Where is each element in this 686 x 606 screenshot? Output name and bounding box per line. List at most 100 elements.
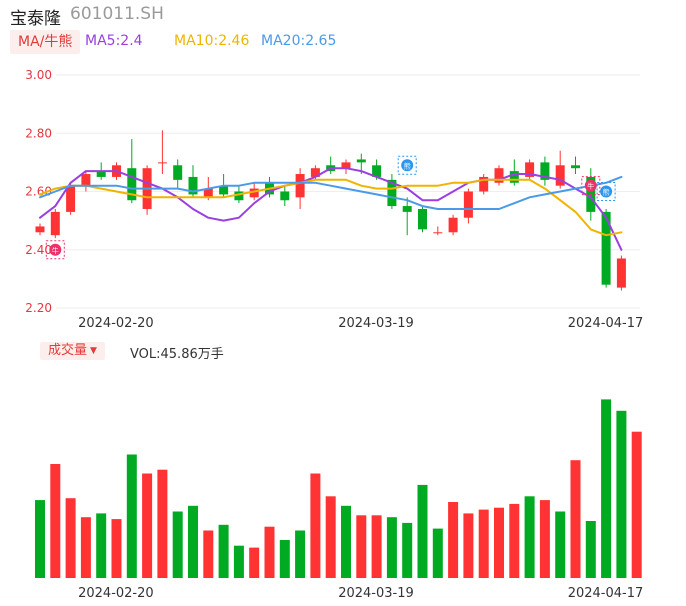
caret-down-icon: ▼	[90, 346, 97, 356]
candle-body	[571, 165, 580, 169]
candle	[601, 208, 611, 288]
volume-bar	[448, 502, 459, 578]
volume-bar	[111, 519, 122, 578]
candle-body	[509, 171, 519, 183]
candle	[433, 226, 443, 236]
volume-bar	[509, 503, 520, 578]
volume-bar	[585, 521, 596, 578]
volume-bar	[402, 522, 413, 578]
ma5-legend: MA5:2.4	[85, 33, 143, 49]
stock-name: 宝泰隆	[10, 9, 61, 29]
candle-body	[387, 179, 397, 207]
candle-body	[280, 191, 290, 201]
volume-bar	[386, 517, 397, 578]
candle-body	[35, 226, 45, 233]
volume-bar	[126, 454, 137, 578]
candle-body	[203, 188, 213, 198]
volume-bar	[35, 500, 45, 578]
volume-bar	[80, 517, 91, 578]
candle	[326, 156, 336, 175]
volume-bar	[494, 507, 504, 578]
volume-value: VOL:45.86万手	[130, 347, 224, 362]
candle-body	[356, 159, 366, 163]
volume-bar	[601, 399, 612, 578]
volume-bar	[478, 509, 489, 578]
candle	[525, 159, 535, 180]
bear-marker: 熊	[397, 155, 417, 175]
marker-glyph: 熊	[404, 161, 411, 170]
candle	[540, 156, 550, 186]
marker-glyph: 牛	[587, 182, 594, 191]
candle-body	[81, 174, 91, 186]
candle-body	[173, 165, 183, 180]
marker-frame	[45, 240, 65, 260]
volume-bar	[50, 464, 61, 578]
candle-body	[127, 168, 137, 201]
candle-body	[249, 188, 259, 198]
candle-body	[234, 191, 244, 201]
volume-indicator-selector[interactable]: 成交量 ▼	[40, 342, 105, 360]
volume-badge-label: 成交量	[48, 343, 88, 358]
marker-glyph: 牛	[52, 246, 59, 255]
candle	[280, 185, 290, 207]
volume-bar	[524, 496, 535, 578]
candle	[50, 208, 60, 239]
volume-bar	[65, 498, 76, 578]
candle	[479, 174, 489, 195]
volume-bar	[188, 505, 198, 578]
volume-bars	[35, 399, 642, 578]
candle-body	[295, 174, 305, 198]
candle	[66, 182, 76, 215]
candle	[448, 214, 458, 236]
candle	[571, 156, 580, 175]
candle-body	[219, 185, 229, 195]
bear-marker: 熊	[596, 182, 616, 201]
bear-icon	[600, 185, 613, 198]
y-tick-label: 3.00	[25, 68, 52, 82]
volume-bar	[356, 515, 367, 578]
candle	[188, 165, 198, 198]
volume-bar	[142, 473, 153, 578]
candle-body	[494, 168, 504, 183]
volume-bar	[310, 473, 321, 578]
moving-average-lines	[39, 167, 623, 251]
volume-bar	[279, 540, 290, 578]
ma20-line	[39, 175, 623, 210]
volume-bar	[264, 526, 275, 578]
candle-body	[540, 162, 550, 180]
bull-marker: 牛	[45, 240, 65, 260]
volume-bar	[157, 469, 168, 578]
candle	[81, 171, 91, 192]
x-tick-label: 2024-02-20	[78, 586, 154, 601]
volume-bar	[218, 524, 229, 578]
volume-bar	[555, 511, 566, 578]
ma-indicator-selector[interactable]: MA/牛熊	[10, 30, 81, 54]
bull-icon	[584, 179, 597, 192]
y-tick-label: 2.80	[25, 126, 52, 140]
ma20-legend: MA20:2.65	[261, 33, 337, 49]
bull-marker: 牛	[581, 176, 601, 196]
volume-bar	[341, 505, 351, 578]
volume-bar	[631, 431, 642, 578]
volume-bar	[570, 460, 581, 578]
marker-frame	[596, 182, 616, 201]
candle	[387, 174, 397, 209]
candle	[341, 159, 351, 175]
candle	[509, 159, 519, 186]
volume-bar	[233, 545, 244, 578]
bull-icon	[49, 243, 62, 256]
candle	[616, 255, 626, 291]
volume-bar	[96, 513, 107, 578]
candle-body	[402, 206, 412, 212]
candle-body	[433, 232, 443, 234]
bear-icon	[401, 159, 414, 172]
volume-bar	[325, 496, 336, 578]
volume-bar	[616, 410, 627, 578]
x-tick-label: 2024-04-17	[568, 586, 644, 601]
x-tick-label: 2024-02-20	[78, 316, 154, 331]
candle-body	[616, 258, 626, 288]
candle-body	[341, 162, 351, 169]
candlestick-series	[35, 130, 626, 291]
ma5-line	[39, 167, 623, 251]
